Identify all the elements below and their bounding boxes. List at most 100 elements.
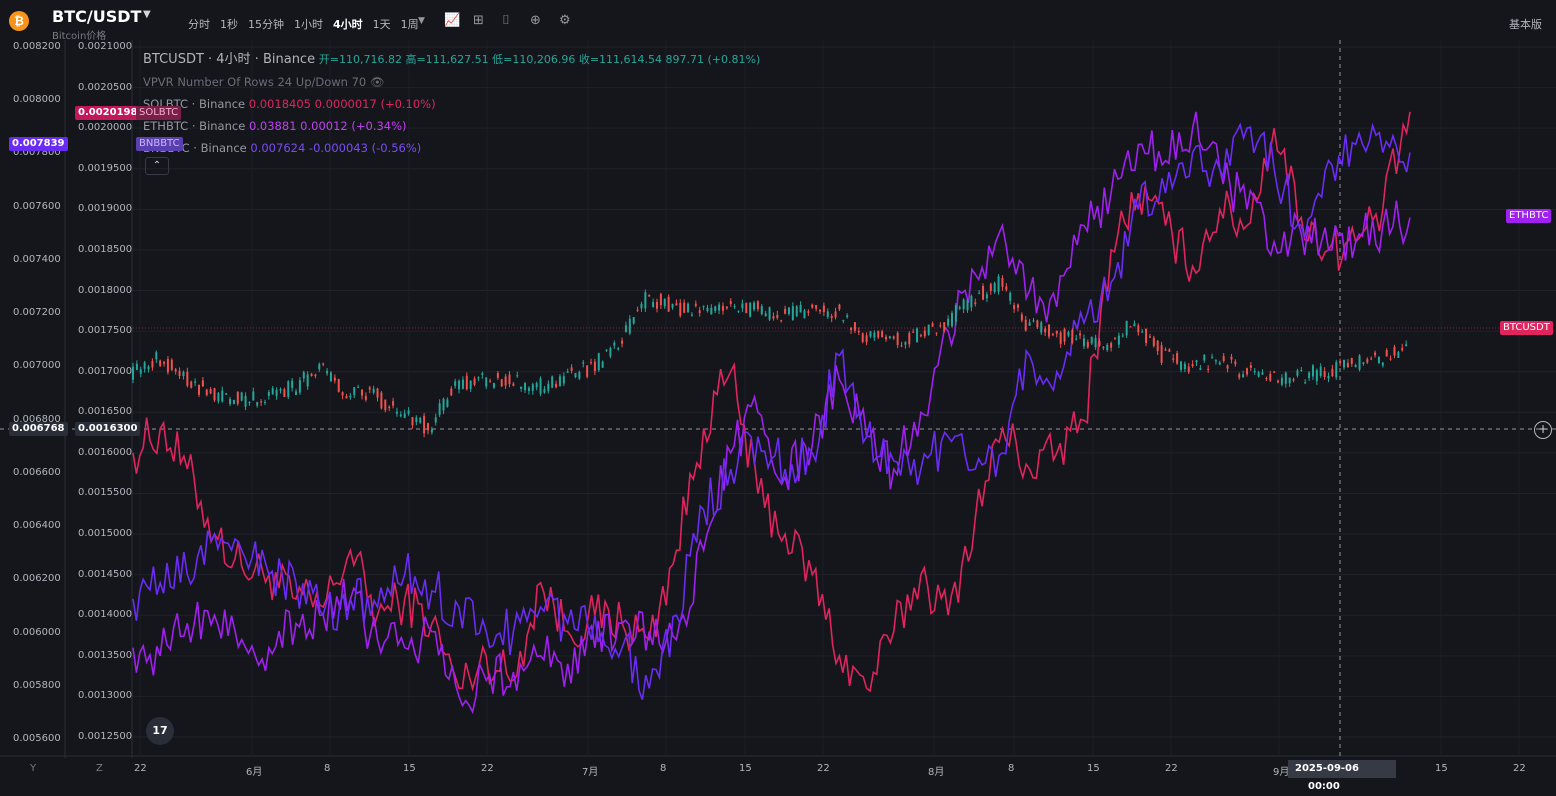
candle-body xyxy=(496,372,499,378)
y-tick-label: 0.0017500 xyxy=(78,325,133,337)
candle-body xyxy=(908,332,911,345)
y-tick-label: 0.007600 xyxy=(13,200,61,212)
candle-body xyxy=(803,310,806,319)
candle-body xyxy=(1040,322,1043,333)
candle-body xyxy=(275,389,278,396)
interval-tab[interactable]: 15分钟 xyxy=(248,18,284,31)
legend-collapse-button[interactable]: ⌃ xyxy=(145,157,169,175)
eye-hidden-icon[interactable]: 👁 xyxy=(369,75,385,89)
candle-body xyxy=(197,384,200,395)
candle-body xyxy=(423,415,426,434)
interval-dropdown-icon[interactable]: ▼ xyxy=(418,16,425,26)
candle-body xyxy=(1110,342,1113,348)
candle-body xyxy=(1164,349,1167,351)
candle-body xyxy=(1339,361,1342,363)
candle-body xyxy=(205,389,208,396)
interval-tab-active[interactable]: 4小时 xyxy=(333,18,363,31)
x-tick-label: 22 xyxy=(134,763,147,774)
x-tick-label: 7月 xyxy=(582,767,599,778)
candle-body xyxy=(1141,331,1144,333)
candle-body xyxy=(1319,366,1322,377)
candle-body xyxy=(438,403,441,415)
candle-body xyxy=(151,361,154,368)
candle-body xyxy=(302,372,305,379)
candle-body xyxy=(364,395,367,400)
candle-body xyxy=(1195,360,1198,363)
interval-tab[interactable]: 1天 xyxy=(372,18,391,31)
bnbbtc-price-tag: 0.007839 xyxy=(9,137,68,151)
candle-body xyxy=(733,306,736,308)
candle-body xyxy=(1086,342,1089,348)
top-toolbar: ₿ BTC/USDT ▼ Bitcoin价格 分时 1秒 15分钟 1小时 4小… xyxy=(0,0,1556,42)
candle-body xyxy=(966,300,969,311)
candle-body xyxy=(267,392,270,396)
candle-body xyxy=(613,342,616,346)
tradingview-logo[interactable]: 17 xyxy=(146,717,174,745)
camera-icon[interactable]: ⌷ xyxy=(502,13,510,28)
candle-body xyxy=(194,381,197,383)
mode-toggle[interactable]: 基本版 xyxy=(1509,18,1542,31)
candle-body xyxy=(593,361,596,372)
settings-icon[interactable]: ⚙ xyxy=(559,13,571,28)
y-scale-button[interactable]: Y xyxy=(30,763,37,774)
candle-body xyxy=(178,370,181,376)
interval-tab[interactable]: 1小时 xyxy=(294,18,323,31)
candle-body xyxy=(329,372,332,381)
candle-body xyxy=(621,340,624,344)
candle-body xyxy=(1401,347,1404,351)
candle-body xyxy=(787,307,790,314)
candle-body xyxy=(1055,330,1058,334)
candle-body xyxy=(1226,365,1229,369)
candle-body xyxy=(888,336,891,338)
candle-body xyxy=(978,292,981,294)
legend-series-row[interactable]: ETHBTC · Binance 0.03881 0.00012 (+0.34%… xyxy=(143,115,760,137)
symbol-dropdown-icon[interactable]: ▼ xyxy=(143,9,151,20)
candle-body xyxy=(1156,340,1159,352)
crosshair-add-icon[interactable]: + xyxy=(1534,421,1552,439)
interval-tab[interactable]: 1秒 xyxy=(220,18,238,31)
add-icon[interactable]: ⊕ xyxy=(530,13,541,28)
legend-main-title[interactable]: BTCUSDT · 4小时 · Binance xyxy=(143,52,316,67)
candle-body xyxy=(1389,358,1392,360)
candle-body xyxy=(547,383,550,391)
indicator-icon[interactable]: 📈 xyxy=(444,13,461,28)
candle-body xyxy=(485,377,488,387)
legend-series-row[interactable]: SOLBTC · Binance 0.0018405 0.0000017 (+0… xyxy=(143,93,760,115)
candle-body xyxy=(838,304,841,310)
interval-tab[interactable]: 1周 xyxy=(400,18,419,31)
candle-body xyxy=(1176,353,1179,364)
candle-body xyxy=(562,376,565,384)
candle-body xyxy=(229,398,232,405)
candle-body xyxy=(1172,358,1175,360)
candle-body xyxy=(411,417,414,426)
candle-body xyxy=(1257,372,1260,377)
candle-body xyxy=(1179,361,1182,370)
candle-body xyxy=(923,330,926,337)
candle-body xyxy=(1366,359,1369,363)
interval-tab[interactable]: 分时 xyxy=(188,18,210,31)
compare-icon[interactable]: ⊞ xyxy=(473,13,484,28)
candle-body xyxy=(524,383,527,391)
symbol-title[interactable]: BTC/USDT xyxy=(52,7,142,26)
candle-body xyxy=(388,406,391,409)
legend-vpvr[interactable]: VPVR Number Of Rows 24 Up/Down 70 👁 xyxy=(143,71,760,93)
candle-body xyxy=(931,323,934,327)
x-tick-label: 15 xyxy=(1435,763,1448,774)
chart-canvas[interactable] xyxy=(0,40,1556,795)
candle-body xyxy=(337,379,340,392)
x-tick-label: 9月 xyxy=(1273,767,1290,778)
candle-body xyxy=(190,381,193,388)
crosshair-time: 00:00 xyxy=(1308,781,1340,792)
candle-body xyxy=(481,373,484,375)
candle-body xyxy=(283,389,286,397)
candle-body xyxy=(954,305,957,322)
candle-body xyxy=(279,389,282,391)
candle-body xyxy=(601,361,604,368)
btcusdt-tag: BTCUSDT xyxy=(1500,321,1553,335)
z-scale-button[interactable]: Z xyxy=(96,763,103,774)
candle-body xyxy=(741,303,744,309)
legend-series-row[interactable]: BNBBTC · Binance 0.007624 -0.000043 (-0.… xyxy=(143,137,760,159)
candle-body xyxy=(710,307,713,315)
candle-body xyxy=(927,324,930,335)
y-tick-label: 0.0012500 xyxy=(78,731,133,742)
